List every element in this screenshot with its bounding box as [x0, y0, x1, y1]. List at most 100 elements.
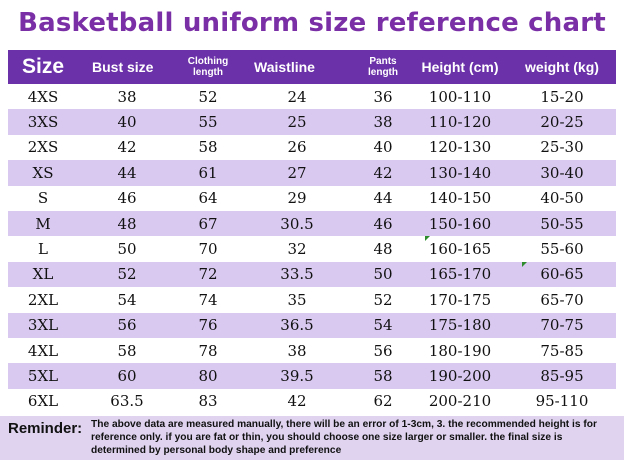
bust-cell: 60: [117, 366, 137, 385]
header-bust: Bust size: [92, 59, 154, 75]
waistline-cell: 33.5: [280, 265, 314, 284]
table-body: 4XS 38 52 24 36 100-110 15-20 3XS 40 55 25 38 110-12…: [8, 84, 616, 415]
height-cell: 200-210: [428, 392, 492, 411]
size-table: Size Bust size Clothing length Waistline…: [8, 50, 616, 415]
clothing-length-cell: 78: [198, 341, 218, 360]
height-cell: 120-130: [428, 138, 492, 157]
table-row: 4XS 38 52 24 36 100-110 15-20: [8, 84, 616, 110]
size-cell: L: [38, 240, 48, 259]
waistline-cell: 29: [287, 189, 307, 208]
table-row: 4XL 58 78 38 56 180-190 75-85: [8, 337, 616, 364]
clothing-length-cell: 72: [198, 265, 218, 284]
pants-length-cell: 56: [373, 341, 393, 360]
reminder-box: Reminder: The above data are measured ma…: [0, 416, 624, 460]
weight-cell: 20-25: [540, 113, 584, 132]
weight-cell: 55-60: [540, 240, 584, 259]
height-cell: 130-140: [428, 163, 492, 182]
table-row: 5XL 60 80 39.5 58 190-200 85-95: [8, 363, 616, 389]
clothing-length-cell: 67: [198, 214, 218, 233]
clothing-length-cell: 76: [198, 316, 218, 335]
clothing-length-cell: 55: [198, 113, 218, 132]
pants-length-cell: 62: [373, 392, 393, 411]
bust-cell: 46: [117, 189, 137, 208]
bust-cell: 42: [117, 138, 137, 157]
size-cell: 6XL: [27, 392, 59, 411]
size-cell: XL: [32, 265, 54, 284]
pants-length-cell: 40: [373, 138, 393, 157]
weight-cell: 25-30: [540, 138, 584, 157]
size-cell: 4XL: [27, 341, 59, 360]
weight-cell: 15-20: [540, 87, 584, 106]
header-pants-line1: Pants: [369, 56, 397, 67]
height-cell: 175-180: [428, 316, 492, 335]
pants-length-cell: 36: [373, 87, 393, 106]
header-weight: weight (kg): [525, 59, 599, 75]
height-cell: 100-110: [428, 87, 492, 106]
reminder-label: Reminder:: [8, 420, 83, 437]
table-row: 2XL 54 74 35 52 170-175 65-70: [8, 287, 616, 313]
clothing-length-cell: 74: [198, 290, 218, 309]
bust-cell: 52: [117, 265, 137, 284]
pants-length-cell: 46: [373, 214, 393, 233]
waistline-cell: 42: [287, 392, 307, 411]
bust-cell: 44: [117, 163, 137, 182]
table-row: S 46 64 29 44 140-150 40-50: [8, 185, 616, 211]
waistline-cell: 36.5: [280, 316, 314, 335]
bust-cell: 63.5: [110, 392, 144, 411]
clothing-length-cell: 64: [198, 189, 218, 208]
weight-cell: 40-50: [540, 189, 584, 208]
weight-cell: 30-40: [540, 163, 584, 182]
clothing-length-cell: 83: [198, 392, 218, 411]
table-row: 2XS 42 58 26 40 120-130 25-30: [8, 134, 616, 161]
reminder-text: The above data are measured manually, th…: [91, 419, 597, 456]
height-cell: 190-200: [428, 366, 492, 385]
bust-cell: 56: [117, 316, 137, 335]
table-row: XL 52 72 33.5 50 165-170 60-65: [8, 261, 616, 288]
waistline-cell: 38: [287, 341, 307, 360]
weight-cell: 50-55: [540, 214, 584, 233]
waistline-cell: 25: [287, 113, 307, 132]
size-cell: XS: [32, 163, 54, 182]
size-cell: 5XL: [27, 366, 59, 385]
bust-cell: 58: [117, 341, 137, 360]
size-cell: 3XL: [27, 316, 59, 335]
weight-cell: 95-110: [535, 392, 589, 411]
height-cell: 150-160: [428, 214, 492, 233]
height-cell: 165-170: [428, 265, 492, 284]
chart-title: Basketball uniform size reference chart: [18, 8, 606, 38]
pants-length-cell: 52: [373, 290, 393, 309]
pants-length-cell: 42: [373, 163, 393, 182]
clothing-length-cell: 61: [198, 163, 218, 182]
size-cell: 3XS: [27, 113, 59, 132]
pants-length-cell: 38: [373, 113, 393, 132]
header-pants-line2: length: [368, 67, 398, 78]
table-row: M 48 67 30.5 46 150-160 50-55: [8, 210, 616, 237]
height-cell: 110-120: [428, 113, 492, 132]
table-row: 3XS 40 55 25 38 110-120 20-25: [8, 109, 616, 135]
weight-cell: 65-70: [540, 290, 584, 309]
bust-cell: 50: [117, 240, 137, 259]
header-height: Height (cm): [421, 59, 499, 75]
size-cell: 2XS: [27, 138, 59, 157]
waistline-cell: 24: [287, 87, 307, 106]
pants-length-cell: 58: [373, 366, 393, 385]
waistline-cell: 35: [287, 290, 307, 309]
size-cell: 4XS: [27, 87, 59, 106]
header-clothing-line1: Clothing: [187, 56, 229, 67]
weight-cell: 75-85: [540, 341, 584, 360]
clothing-length-cell: 52: [198, 87, 218, 106]
clothing-length-cell: 58: [198, 138, 218, 157]
header-row: Size Bust size Clothing length Waistline…: [8, 50, 616, 84]
pants-length-cell: 50: [373, 265, 393, 284]
waistline-cell: 32: [287, 240, 307, 259]
size-cell: 2XL: [27, 290, 59, 309]
header-size: Size: [21, 55, 65, 78]
clothing-length-cell: 70: [198, 240, 218, 259]
height-cell: 160-165: [428, 240, 492, 259]
clothing-length-cell: 80: [198, 366, 218, 385]
header-clothing-line2: length: [193, 67, 223, 78]
height-cell: 170-175: [428, 290, 492, 309]
table-row: 6XL 63.5 83 42 62 200-210 95-110: [8, 388, 616, 415]
weight-cell: 70-75: [540, 316, 584, 335]
